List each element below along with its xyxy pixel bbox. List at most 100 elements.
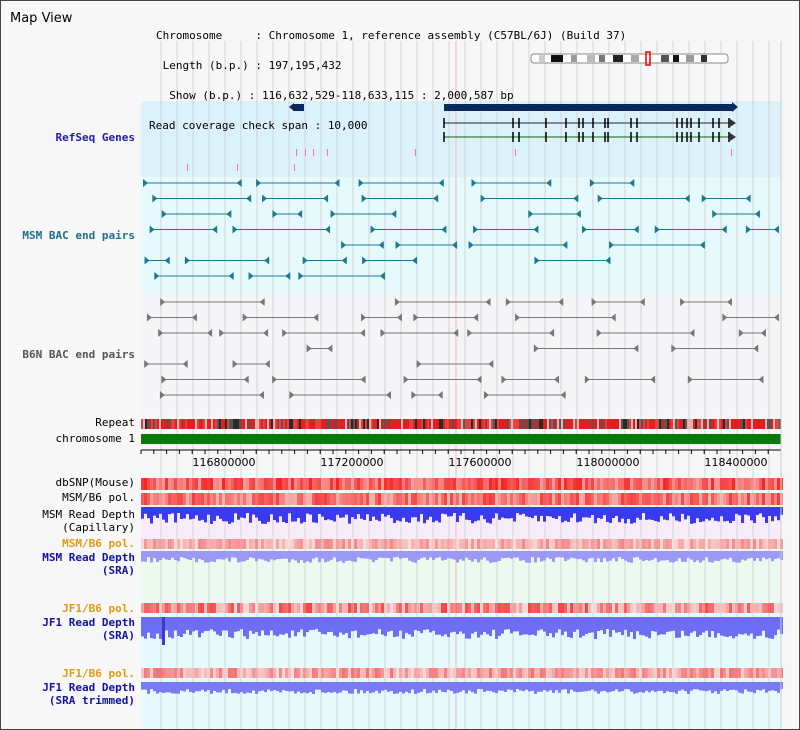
heat-mark <box>366 493 369 505</box>
depth-bar <box>399 682 402 692</box>
depth-bar <box>306 682 309 694</box>
track-label-msm-depth-cap[interactable]: MSM Read Depth <box>42 508 135 521</box>
depth-bar <box>438 617 441 635</box>
bac-end-arrow <box>182 360 188 368</box>
track-label-b6n-bac[interactable]: B6N BAC end pairs <box>22 348 135 361</box>
heat-mark <box>441 603 444 613</box>
track-label-jf1-depth-sra[interactable]: JF1 Read Depth <box>42 616 135 629</box>
depth-bar <box>273 617 276 636</box>
heat-mark <box>663 603 666 613</box>
repeat-mark <box>341 419 343 429</box>
repeat-mark <box>397 419 399 429</box>
depth-bar <box>609 682 612 692</box>
depth-bar <box>516 682 519 690</box>
heat-mark <box>618 493 621 505</box>
repeat-mark <box>333 419 335 429</box>
depth-bar <box>261 551 264 560</box>
repeat-mark <box>251 419 253 429</box>
depth-bar <box>282 617 285 635</box>
track-label-jf1-pol[interactable]: JF1/B6 pol. <box>62 602 135 615</box>
bac-end-arrow <box>437 391 443 399</box>
depth-bar <box>687 682 690 694</box>
repeat-mark <box>371 419 373 429</box>
depth-bar <box>615 682 618 690</box>
track-label-repeat[interactable]: Repeat <box>95 416 135 429</box>
bac-end-arrow <box>228 272 234 280</box>
depth-bar <box>456 682 459 693</box>
heat-mark <box>750 603 753 613</box>
heat-mark <box>750 539 753 549</box>
repeat-mark <box>303 419 305 429</box>
heat-mark <box>696 539 699 549</box>
heat-mark <box>441 493 444 505</box>
depth-bar <box>402 617 405 639</box>
heat-mark <box>240 668 243 678</box>
heat-mark <box>453 539 456 549</box>
heat-mark <box>348 668 351 678</box>
depth-bar <box>360 617 363 635</box>
repeat-mark <box>753 419 755 429</box>
heat-mark <box>690 539 693 549</box>
depth-bar <box>639 551 642 560</box>
depth-bar <box>732 682 735 690</box>
heat-mark <box>588 668 591 678</box>
depth-bar <box>507 507 510 519</box>
depth-bar <box>204 617 207 632</box>
heat-mark <box>546 478 549 490</box>
depth-bar <box>741 617 744 635</box>
track-label-msm-pol-2[interactable]: MSM/B6 pol. <box>62 537 135 550</box>
heat-mark <box>756 539 759 549</box>
depth-bar <box>363 551 366 559</box>
track-label-msm-pol[interactable]: MSM/B6 pol. <box>62 491 135 504</box>
depth-bar <box>384 507 387 517</box>
track-label-refseq[interactable]: RefSeq Genes <box>55 131 135 144</box>
heat-mark <box>381 539 384 549</box>
depth-bar <box>465 507 468 520</box>
depth-bar <box>600 507 603 519</box>
heat-mark <box>258 478 261 490</box>
ideogram-band <box>599 55 605 62</box>
depth-bar <box>375 507 378 520</box>
track-label-dbsnp[interactable]: dbSNP(Mouse) <box>55 476 135 489</box>
heat-mark <box>693 603 696 613</box>
heat-mark <box>333 493 336 505</box>
track-label-msm-bac[interactable]: MSM BAC end pairs <box>22 229 135 242</box>
depth-bar <box>600 551 603 563</box>
depth-bar <box>546 617 549 637</box>
heat-mark <box>771 493 774 505</box>
heat-mark <box>498 539 501 549</box>
depth-bar <box>636 682 639 693</box>
track-label-msm-depth-sra[interactable]: MSM Read Depth <box>42 551 135 564</box>
depth-bar <box>609 551 612 561</box>
depth-bar <box>684 617 687 636</box>
repeat-mark <box>735 419 737 429</box>
repeat-mark <box>277 419 279 429</box>
heat-mark <box>468 539 471 549</box>
track-label-chromosome[interactable]: chromosome 1 <box>55 432 135 445</box>
depth-bar <box>165 617 168 631</box>
depth-bar <box>681 507 684 514</box>
depth-bar <box>318 551 321 563</box>
ideogram-band <box>551 55 563 62</box>
depth-bar <box>252 617 255 634</box>
depth-bar <box>564 617 567 632</box>
repeat-mark <box>545 419 547 429</box>
heat-mark <box>675 493 678 505</box>
heat-mark <box>222 478 225 490</box>
bac-end-arrow <box>712 210 718 218</box>
track-label-jf1-depth-trim[interactable]: JF1 Read Depth <box>42 681 135 694</box>
depth-bar <box>474 551 477 560</box>
depth-bar <box>591 507 594 515</box>
depth-bar <box>279 551 282 560</box>
depth-bar <box>222 507 225 522</box>
heat-mark <box>669 603 672 613</box>
depth-bar <box>516 551 519 558</box>
track-label-jf1-pol-2[interactable]: JF1/B6 pol. <box>62 667 135 680</box>
heat-mark <box>600 493 603 505</box>
depth-bar <box>696 682 699 690</box>
depth-bar <box>672 682 675 693</box>
repeat-mark <box>483 419 485 429</box>
depth-bar <box>186 682 189 690</box>
repeat-mark <box>281 419 283 429</box>
